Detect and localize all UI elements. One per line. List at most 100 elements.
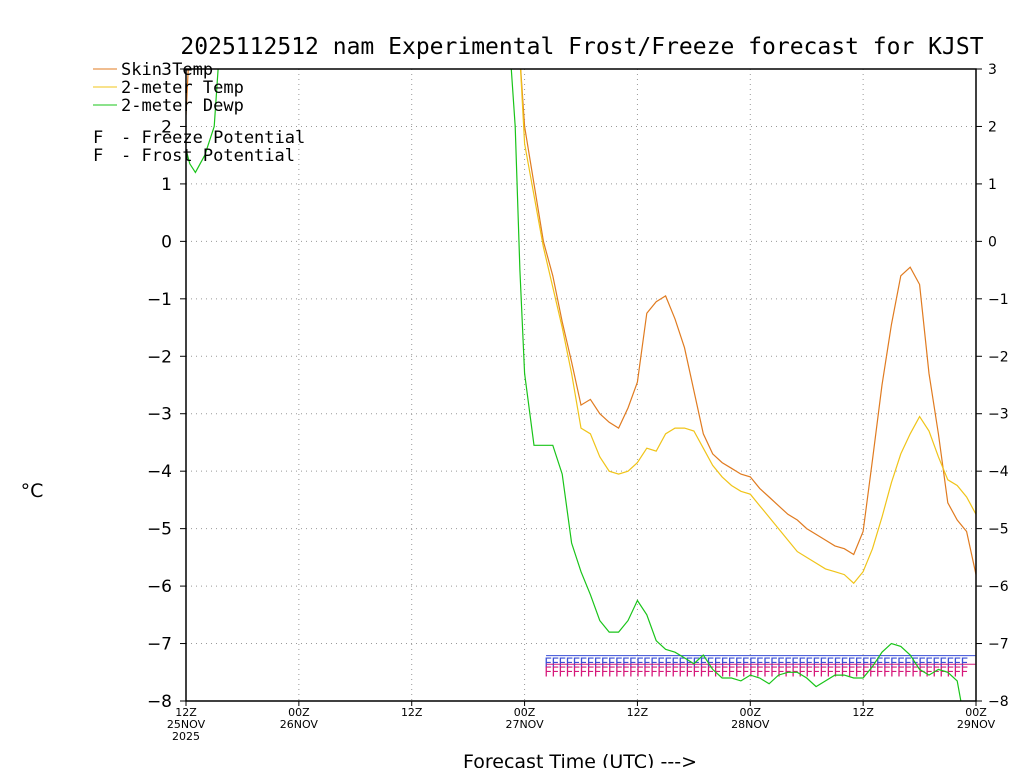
freeze-potential-marker: F (565, 665, 573, 680)
x-tick-label: 12Z (852, 706, 874, 719)
x-tick-label: 12Z (175, 706, 197, 719)
series-line-skin-temp (186, 69, 976, 575)
legend-frost-label: - Frost Potential (121, 146, 295, 166)
freeze-potential-marker: F (749, 665, 757, 680)
freeze-potential-marker: F (721, 665, 729, 680)
freeze-potential-marker: F (608, 665, 616, 680)
series-lines (186, 69, 976, 701)
x-axis-label: Forecast Time (UTC) ---> (463, 751, 697, 768)
freeze-potential-marker: F (932, 665, 940, 680)
freeze-potential-marker: F (756, 665, 764, 680)
freeze-potential-marker: F (706, 665, 714, 680)
freeze-potential-marker: F (636, 665, 644, 680)
x-tick-label: 2025 (172, 730, 200, 743)
y-tick-label-right: −6 (988, 579, 1009, 595)
freeze-potential-marker: F (939, 665, 947, 680)
freeze-potential-marker: F (629, 665, 637, 680)
freeze-potential-marker: F (953, 665, 961, 680)
freeze-potential-marker: F (876, 665, 884, 680)
freeze-potential-marker: F (558, 665, 566, 680)
freeze-potential-marker: F (664, 665, 672, 680)
freeze-potential-marker: F (671, 665, 679, 680)
freeze-potential-marker: F (586, 665, 594, 680)
x-tick-label: 12Z (627, 706, 649, 719)
freeze-potential-marker: F (904, 665, 912, 680)
freeze-potential-marker: F (855, 665, 863, 680)
x-tick-label: 27NOV (505, 718, 544, 731)
freeze-potential-marker: F (960, 665, 968, 680)
y-tick-label-right: −4 (988, 464, 1009, 480)
y-tick-label-left: 3 (161, 60, 172, 80)
y-tick-label-left: −1 (147, 290, 172, 310)
x-tick-label: 00Z (288, 706, 310, 719)
freeze-potential-marker: F (862, 665, 870, 680)
legend: Skin Temp 2-meter Temp 2-meter Dewp F - … (93, 60, 305, 166)
series-line-2-meter-dewp (186, 69, 962, 701)
y-tick-label-right: −1 (988, 292, 1009, 308)
legend-label-2m-temp: 2-meter Temp (121, 78, 244, 98)
y-tick-label-left: −3 (147, 405, 172, 425)
freeze-potential-marker: F (579, 665, 587, 680)
freeze-potential-marker: F (890, 665, 898, 680)
chart-title: 2025112512 nam Experimental Frost/Freeze… (180, 34, 983, 60)
freeze-potential-marker: F (812, 665, 820, 680)
legend-label-skin-temp: Skin Temp (121, 60, 213, 80)
freeze-potential-marker: F (946, 665, 954, 680)
freeze-potential-marker: F (819, 665, 827, 680)
x-tick-label: 26NOV (280, 718, 319, 731)
x-tick-label: 00Z (965, 706, 987, 719)
freeze-potential-marker: F (770, 665, 778, 680)
legend-label-2m-dewp: 2-meter Dewp (121, 96, 244, 116)
freeze-potential-marker: F (643, 665, 651, 680)
freeze-potential-marker: F (594, 665, 602, 680)
y-tick-label-left: −6 (147, 577, 172, 597)
gridlines (186, 69, 976, 701)
freeze-potential-marker: F (826, 665, 834, 680)
y-tick-label-right: −8 (988, 694, 1009, 710)
y-tick-label-right: 3 (988, 62, 997, 78)
freeze-potential-marker: F (678, 665, 686, 680)
x-tick-label: 00Z (740, 706, 762, 719)
freeze-potential-marker: F (833, 665, 841, 680)
freeze-potential-marker: F (544, 665, 552, 680)
freeze-potential-marker: F (657, 665, 665, 680)
freeze-potential-marker: F (650, 665, 658, 680)
freeze-potential-marker: F (798, 665, 806, 680)
freeze-potential-marker: F (805, 665, 813, 680)
plot-frame (185, 68, 977, 702)
legend-frost-glyph: F (93, 146, 103, 166)
y-tick-label-left: −7 (147, 635, 172, 655)
x-tick-label: 12Z (401, 706, 423, 719)
freeze-potential-marker: F (897, 665, 905, 680)
freeze-potential-marker: F (925, 665, 933, 680)
y-tick-label-right: 0 (988, 234, 997, 250)
freeze-potential-marker: F (615, 665, 623, 680)
freeze-potential-marker: F (713, 665, 721, 680)
freeze-potential-marker: F (777, 665, 785, 680)
x-tick-label: 25NOV (167, 718, 206, 731)
y-tick-label-right: −5 (988, 522, 1009, 538)
freeze-potential-marker: F (601, 665, 609, 680)
freeze-potential-marker: F (869, 665, 877, 680)
y-tick-label-right: −2 (988, 349, 1009, 365)
freeze-potential-marker: F (742, 665, 750, 680)
x-tick-label: 00Z (514, 706, 536, 719)
y-tick-label-left: −8 (147, 692, 172, 712)
series-line-2-meter-temp (519, 69, 976, 585)
y-tick-label-left: 1 (161, 175, 172, 195)
y-tick-label-right: 2 (988, 119, 997, 135)
freeze-potential-marker: F (728, 665, 736, 680)
x-tick-label: 28NOV (731, 718, 770, 731)
y-tick-label-left: −2 (147, 347, 172, 367)
y-tick-label-right: −3 (988, 407, 1009, 423)
freeze-potential-marker: F (911, 665, 919, 680)
freeze-potential-marker: F (699, 665, 707, 680)
y-tick-label-left: −4 (147, 462, 172, 482)
freeze-potential-marker: F (692, 665, 700, 680)
legend-freeze-label: - Freeze Potential (121, 128, 305, 148)
freeze-potential-marker: F (685, 665, 693, 680)
y-tick-label-right: −7 (988, 637, 1009, 653)
